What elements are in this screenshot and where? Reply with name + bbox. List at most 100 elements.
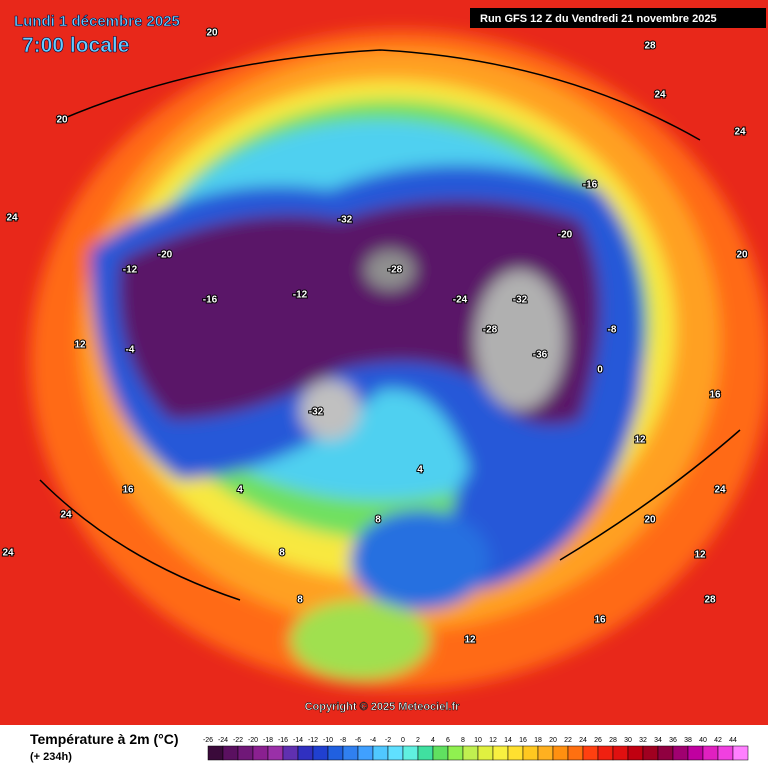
map-label: -32 xyxy=(338,215,353,226)
color-tick-label: 10 xyxy=(474,737,482,744)
run-info: Run GFS 12 Z du Vendredi 21 novembre 202… xyxy=(480,13,717,25)
color-swatch xyxy=(387,745,404,761)
date: Lundi 1 décembre 2025 xyxy=(14,13,180,30)
temperature-map xyxy=(0,0,768,725)
map-label: 8 xyxy=(279,548,285,559)
color-swatch xyxy=(552,745,569,761)
color-tick-label: 32 xyxy=(639,737,647,744)
color-swatch xyxy=(687,745,704,761)
color-swatch xyxy=(357,745,374,761)
color-swatch xyxy=(642,745,659,761)
map-label: -20 xyxy=(558,230,573,241)
run-box xyxy=(470,8,766,28)
map-label: -12 xyxy=(123,265,138,276)
color-tick-label: 42 xyxy=(714,737,722,744)
map-label: -16 xyxy=(583,180,598,191)
map-label: -28 xyxy=(388,265,403,276)
map-label: 16 xyxy=(594,615,606,626)
color-tick-label: 34 xyxy=(654,737,662,744)
color-swatch xyxy=(252,745,269,761)
color-swatch xyxy=(267,745,284,761)
color-tick-label: 12 xyxy=(489,737,497,744)
color-swatch xyxy=(417,745,434,761)
map-label: 12 xyxy=(634,435,646,446)
color-tick-label: 4 xyxy=(431,737,435,744)
color-swatch xyxy=(717,745,734,761)
legend-title: Température à 2m (°C) xyxy=(30,731,179,747)
color-swatch xyxy=(342,745,359,761)
color-tick-label: 8 xyxy=(461,737,465,744)
color-swatch xyxy=(327,745,344,761)
color-tick-label: -18 xyxy=(263,737,273,744)
map-label: 24 xyxy=(654,90,666,101)
color-tick-label: 22 xyxy=(564,737,572,744)
color-swatch xyxy=(612,745,629,761)
legend-subtitle: (+ 234h) xyxy=(30,751,72,763)
color-tick-label: 24 xyxy=(579,737,587,744)
color-tick-label: -6 xyxy=(355,737,361,744)
map-label: -12 xyxy=(293,290,308,301)
color-swatch xyxy=(222,745,239,761)
color-swatch xyxy=(672,745,689,761)
map-label: 4 xyxy=(237,485,243,496)
map-label: -36 xyxy=(533,350,548,361)
map-label: 24 xyxy=(60,510,72,521)
map-label: 20 xyxy=(736,250,748,261)
map-label: 20 xyxy=(56,115,68,126)
map-label: -8 xyxy=(608,325,617,336)
color-swatch xyxy=(567,745,584,761)
color-swatch xyxy=(537,745,554,761)
map-label: 20 xyxy=(644,515,656,526)
color-tick-label: 18 xyxy=(534,737,542,744)
map-label: -16 xyxy=(203,295,218,306)
color-tick-label: -2 xyxy=(385,737,391,744)
map-label: -20 xyxy=(158,250,173,261)
map-label: 24 xyxy=(6,213,18,224)
color-tick-label: 38 xyxy=(684,737,692,744)
color-swatch xyxy=(477,745,494,761)
color-swatch xyxy=(372,745,389,761)
time: 7:00 locale xyxy=(22,34,129,57)
map-label: 20 xyxy=(206,28,218,39)
map-label: 8 xyxy=(375,515,381,526)
color-swatch xyxy=(462,745,479,761)
color-tick-label: -16 xyxy=(278,737,288,744)
color-swatch xyxy=(522,745,539,761)
color-swatch xyxy=(282,745,299,761)
color-tick-label: 20 xyxy=(549,737,557,744)
map-label: -32 xyxy=(309,407,324,418)
color-tick-label: 0 xyxy=(401,737,405,744)
color-tick-label: 30 xyxy=(624,737,632,744)
map-label: 8 xyxy=(297,595,303,606)
color-swatch xyxy=(702,745,719,761)
color-tick-label: 6 xyxy=(446,737,450,744)
color-tick-label: -26 xyxy=(203,737,213,744)
color-tick-label: -22 xyxy=(233,737,243,744)
map-label: 28 xyxy=(704,595,716,606)
color-swatch xyxy=(402,745,419,761)
color-tick-label: 40 xyxy=(699,737,707,744)
map-label: 28 xyxy=(644,41,656,52)
color-tick-label: 36 xyxy=(669,737,677,744)
color-swatch xyxy=(492,745,509,761)
color-tick-label: 14 xyxy=(504,737,512,744)
color-tick-label: -4 xyxy=(370,737,376,744)
color-tick-label: 2 xyxy=(416,737,420,744)
map-label: 16 xyxy=(122,485,134,496)
map-label: 12 xyxy=(694,550,706,561)
map-label: -32 xyxy=(513,295,528,306)
map-label: 24 xyxy=(714,485,726,496)
color-swatch xyxy=(597,745,614,761)
color-tick-label: -14 xyxy=(293,737,303,744)
color-swatch xyxy=(432,745,449,761)
color-swatch xyxy=(447,745,464,761)
map-label: -28 xyxy=(483,325,498,336)
color-tick-label: 16 xyxy=(519,737,527,744)
color-swatch xyxy=(297,745,314,761)
color-tick-label: -12 xyxy=(308,737,318,744)
color-tick-label: -24 xyxy=(218,737,228,744)
map-label: 24 xyxy=(734,127,746,138)
map-label: 24 xyxy=(2,548,14,559)
map-label: 12 xyxy=(74,340,86,351)
map-label: -24 xyxy=(453,295,468,306)
